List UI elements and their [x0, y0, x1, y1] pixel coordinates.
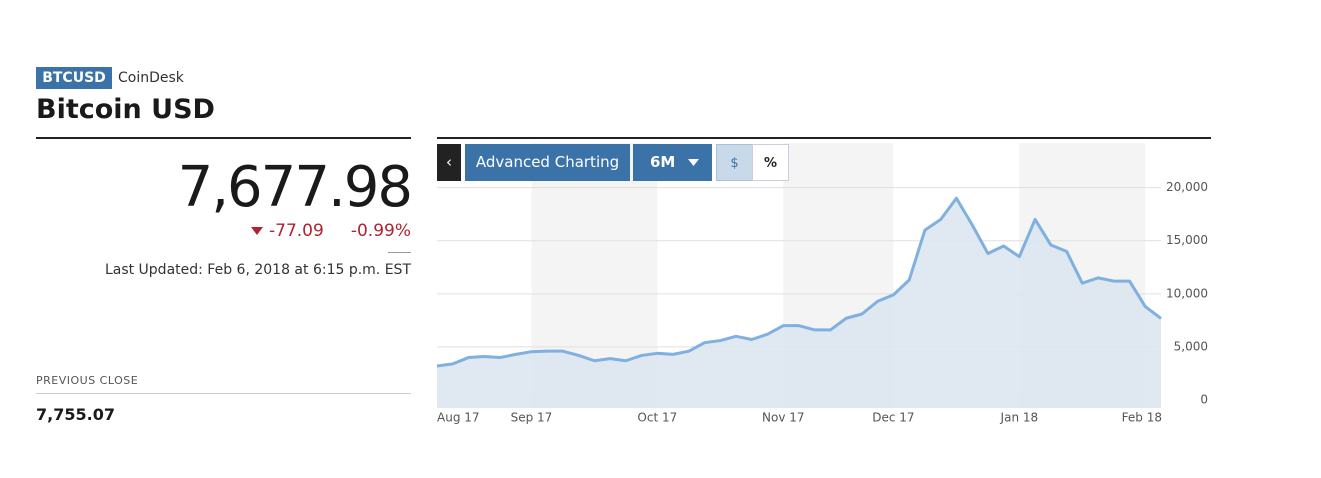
percent-button[interactable]: %	[752, 144, 789, 181]
x-tick-label: Dec 17	[872, 411, 914, 425]
last-updated: Last Updated: Feb 6, 2018 at 6:15 p.m. E…	[104, 262, 411, 278]
title: Bitcoin USD	[36, 94, 215, 125]
y-tick-label: 0	[1200, 393, 1208, 407]
x-tick-label: Feb 18	[1122, 411, 1162, 425]
down-arrow	[251, 227, 263, 235]
change: -77.09	[269, 221, 324, 241]
y-tick-label: 20,000	[1166, 180, 1208, 194]
advanced-charting-button[interactable]: Advanced Charting	[465, 144, 630, 181]
dropdown-arrow	[688, 159, 700, 166]
x-tick-label: Sep 17	[511, 411, 553, 425]
x-tick-label: Jan 18	[1000, 411, 1039, 425]
area-fill	[437, 198, 1161, 408]
previous-close-label: PREVIOUS CLOSE	[36, 374, 139, 387]
x-tick-label: Aug 17	[437, 411, 480, 425]
ticker-badge: BTCUSD	[36, 67, 112, 89]
back-button[interactable]: ‹	[437, 144, 461, 181]
previous-close: 7,755.07	[36, 405, 115, 424]
divider	[388, 252, 411, 253]
source: CoinDesk	[118, 70, 184, 86]
range-button[interactable]: 6M	[633, 144, 712, 181]
y-tick-label: 15,000	[1166, 233, 1208, 247]
price: 7,677.98	[177, 155, 413, 220]
y-tick-label: 10,000	[1166, 286, 1208, 300]
price-line	[436, 196, 1162, 368]
y-tick-label: 5,000	[1174, 339, 1208, 353]
x-tick-label: Oct 17	[637, 411, 677, 425]
range-label: 6M	[650, 153, 676, 171]
x-tick-label: Nov 17	[762, 411, 805, 425]
dollar-button[interactable]: $	[716, 144, 753, 181]
change-percent: -0.99%	[350, 221, 411, 241]
divider	[36, 137, 411, 139]
divider	[36, 393, 411, 394]
